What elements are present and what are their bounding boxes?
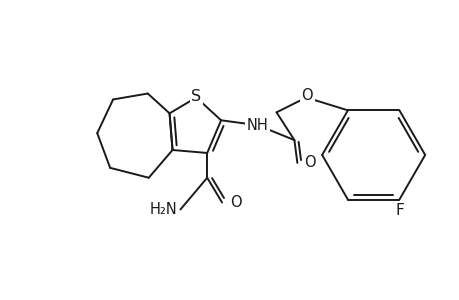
Text: O: O (301, 88, 313, 103)
Text: S: S (191, 89, 201, 104)
Text: H₂N: H₂N (150, 202, 177, 217)
Text: NH: NH (246, 118, 268, 133)
Text: O: O (230, 195, 241, 210)
Text: F: F (394, 202, 403, 217)
Text: O: O (304, 155, 315, 170)
